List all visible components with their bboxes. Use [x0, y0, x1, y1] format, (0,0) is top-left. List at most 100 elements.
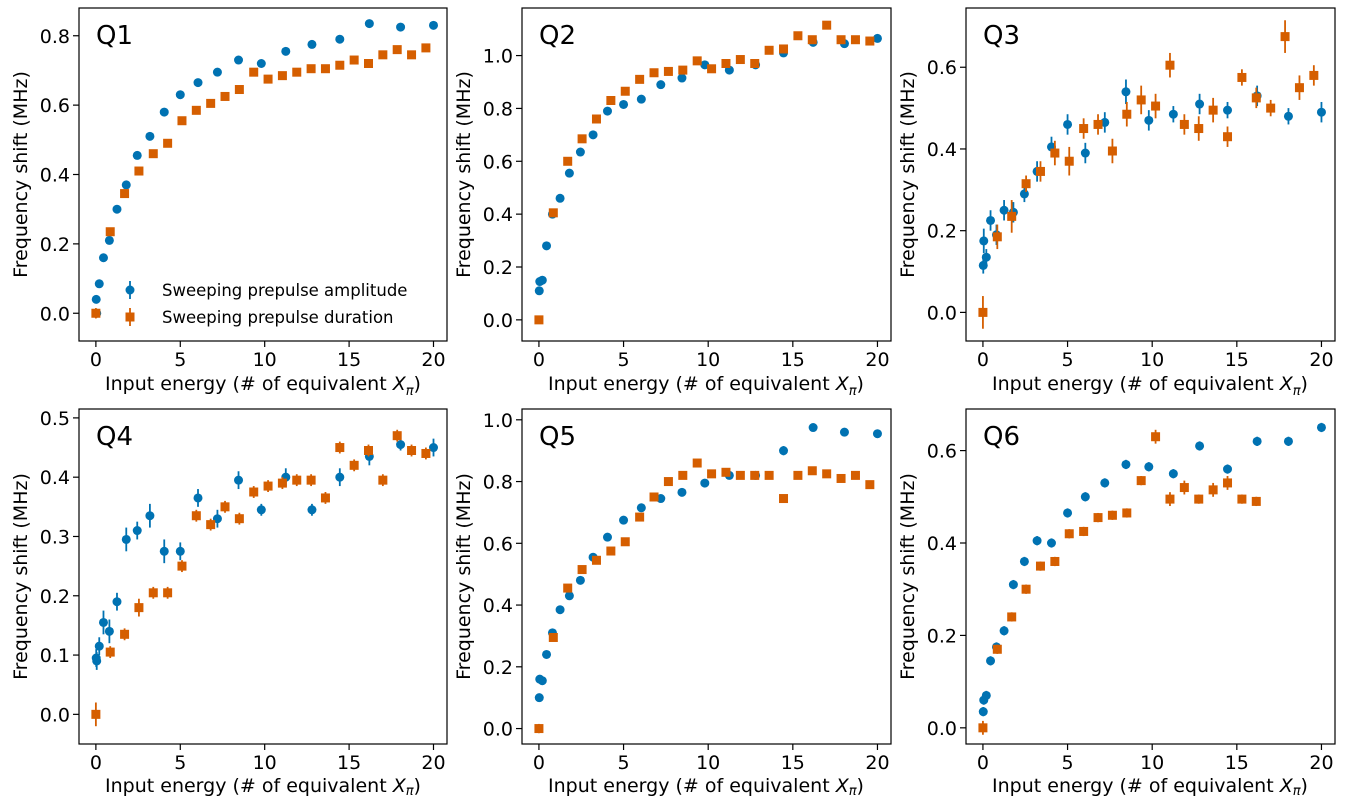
y-axis-label: Frequency shift (MHz) — [453, 473, 475, 680]
x-tick-label: 10 — [253, 752, 277, 774]
data-point-amplitude — [335, 472, 345, 482]
data-point-duration — [563, 583, 573, 593]
x-tick-label: 15 — [1225, 752, 1249, 774]
data-point-amplitude — [1195, 99, 1205, 109]
data-point-amplitude — [986, 656, 996, 666]
data-point-duration — [1050, 556, 1060, 566]
data-point-duration — [764, 45, 774, 55]
data-point-duration — [620, 86, 630, 96]
data-point-duration — [320, 64, 330, 74]
panel-6: Q6 Frequency shift (MHz) Input energy (#… — [897, 408, 1336, 796]
y-tick-label: 1.0 — [483, 410, 513, 432]
data-point-duration — [120, 189, 130, 199]
data-point-amplitude — [602, 106, 612, 116]
data-marks — [534, 423, 882, 734]
data-point-duration — [836, 35, 846, 45]
data-point-duration — [1151, 101, 1161, 111]
data-point-duration — [378, 475, 388, 485]
data-point-amplitude — [575, 147, 585, 157]
data-point-duration — [1093, 119, 1103, 129]
x-ticks: 0 5 10 15 20 — [533, 744, 890, 774]
x-tick-label: 20 — [1309, 349, 1333, 371]
data-point-duration — [1021, 584, 1031, 594]
data-point-duration — [1136, 476, 1146, 486]
data-point-amplitude — [981, 252, 991, 262]
x-axis-label-text: Input energy (# of equivalent — [548, 775, 836, 796]
data-point-amplitude — [537, 275, 547, 285]
data-point-amplitude — [193, 493, 203, 503]
data-point-amplitude — [1223, 464, 1233, 474]
y-tick-label: 0.0 — [927, 718, 957, 740]
data-point-amplitude — [979, 236, 989, 246]
data-point-amplitude — [1121, 459, 1131, 469]
data-point-duration — [649, 68, 659, 78]
data-point-amplitude — [1168, 469, 1178, 479]
y-ticks: 0.0 0.2 0.4 0.6 0.8 — [40, 26, 79, 325]
legend-label-duration: Sweeping prepulse duration — [162, 308, 394, 327]
y-tick-label: 1.0 — [483, 46, 513, 68]
x-tick-label: 5 — [174, 349, 186, 371]
data-point-duration — [1266, 103, 1276, 113]
data-point-duration — [335, 443, 345, 453]
data-point-amplitude — [1100, 117, 1110, 127]
data-point-amplitude — [121, 534, 131, 544]
y-tick-label: 0.2 — [927, 625, 957, 647]
x-tick-label: 0 — [533, 349, 545, 371]
data-point-duration — [349, 55, 359, 65]
panel-title: Q3 — [983, 21, 1020, 51]
data-point-duration — [1079, 124, 1089, 134]
x-axis-label-close: ) — [857, 373, 864, 395]
y-tick-label: 0.6 — [927, 57, 957, 79]
data-point-duration — [663, 477, 673, 487]
data-point-duration — [1294, 83, 1304, 93]
data-point-duration — [707, 64, 717, 74]
y-axis-label: Frequency shift (MHz) — [10, 473, 32, 680]
data-point-amplitude — [981, 690, 991, 700]
data-point-amplitude — [1063, 119, 1073, 129]
panel-3: Q3 Frequency shift (MHz) Input energy (#… — [897, 7, 1336, 399]
plot-area — [521, 408, 892, 745]
x-axis-label-close: ) — [1301, 373, 1308, 395]
panel-title: Q1 — [96, 21, 133, 51]
data-point-amplitude — [1063, 508, 1073, 518]
data-point-duration — [978, 307, 988, 317]
y-tick-label: 0.5 — [40, 408, 70, 430]
data-point-amplitude — [112, 597, 122, 607]
data-point-duration — [1079, 526, 1089, 536]
data-point-amplitude — [212, 514, 222, 524]
data-point-duration — [335, 60, 345, 70]
data-point-duration — [721, 59, 731, 68]
data-point-duration — [392, 431, 402, 441]
data-point-amplitude — [1121, 87, 1131, 97]
data-point-amplitude — [636, 94, 646, 104]
x-axis-label: Input energy (# of equivalent Xπ) — [548, 775, 864, 796]
x-tick-label: 5 — [1062, 349, 1074, 371]
plot-area — [521, 7, 892, 342]
data-point-duration — [1035, 166, 1045, 176]
data-point-amplitude — [132, 150, 142, 160]
data-point-amplitude — [364, 19, 374, 29]
data-point-duration — [364, 446, 374, 456]
data-point-duration — [91, 308, 101, 318]
x-tick-label: 10 — [696, 752, 720, 774]
data-point-amplitude — [1019, 556, 1029, 566]
data-point-duration — [1151, 432, 1161, 442]
data-point-amplitude — [98, 617, 108, 627]
data-point-duration — [320, 493, 330, 503]
y-tick-label: 0.2 — [483, 257, 513, 279]
plot-area — [965, 7, 1336, 342]
y-ticks: 0.0 0.2 0.4 0.6 — [927, 441, 966, 740]
x-tick-label: 15 — [781, 349, 805, 371]
data-point-duration — [1208, 105, 1218, 115]
data-point-duration — [249, 67, 259, 77]
x-axis-label-text: Input energy (# of equivalent — [992, 373, 1280, 395]
data-point-duration — [378, 50, 388, 60]
x-tick-label: 10 — [1140, 752, 1164, 774]
x-ticks: 0 5 10 15 20 — [533, 341, 890, 371]
x-axis-label-subscript: π — [1293, 384, 1301, 399]
x-axis-label: Input energy (# of equivalent Xπ) — [992, 373, 1308, 399]
data-point-duration — [277, 478, 287, 488]
data-point-duration — [1093, 513, 1103, 523]
data-point-amplitude — [1195, 441, 1205, 451]
